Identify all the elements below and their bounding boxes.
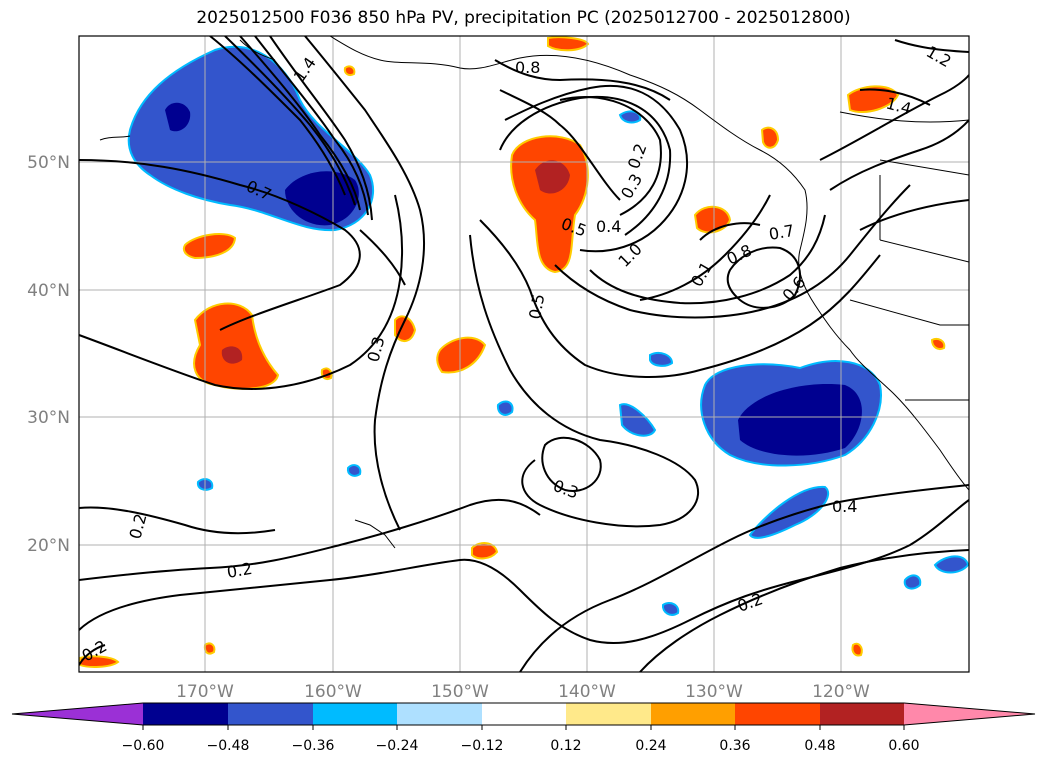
lat-label: 40°N bbox=[27, 281, 70, 301]
colorbar-tick-label: 0.60 bbox=[888, 738, 919, 754]
contour-label: 0.5 bbox=[525, 292, 548, 320]
colorbar-extend-low bbox=[12, 703, 143, 725]
pv-contours bbox=[79, 36, 969, 672]
lon-label: 120°W bbox=[812, 682, 870, 702]
coastlines bbox=[99, 36, 969, 549]
colorbar-segment bbox=[820, 703, 904, 725]
lat-label: 30°N bbox=[27, 408, 70, 428]
lon-label: 170°W bbox=[176, 682, 234, 702]
colorbar-segment bbox=[482, 703, 566, 725]
contour-label: 0.2 bbox=[225, 559, 253, 582]
colorbar: −0.60 −0.48 −0.36 −0.24 −0.12 0.12 0.24 … bbox=[11, 702, 1036, 754]
negative-precip-areas bbox=[127, 45, 969, 616]
lat-label: 20°N bbox=[27, 536, 70, 556]
colorbar-segment bbox=[651, 703, 735, 725]
colorbar-segment bbox=[566, 703, 651, 725]
contour-label: 0.7 bbox=[767, 221, 795, 244]
map-frame bbox=[78, 35, 970, 673]
lat-label: 50°N bbox=[27, 153, 70, 173]
colorbar-tick-label: 0.48 bbox=[804, 738, 835, 754]
colorbar-tick-label: −0.48 bbox=[207, 738, 250, 754]
latitude-labels: 50°N 40°N 30°N 20°N bbox=[27, 153, 70, 556]
graticule bbox=[79, 36, 969, 672]
lon-label: 150°W bbox=[431, 682, 489, 702]
lon-label: 140°W bbox=[558, 682, 616, 702]
colorbar-tick-label: −0.60 bbox=[122, 738, 165, 754]
colorbar-extend-high bbox=[904, 703, 1035, 725]
longitude-labels: 170°W 160°W 150°W 140°W 130°W 120°W bbox=[176, 682, 870, 702]
colorbar-tick-label: −0.12 bbox=[461, 738, 504, 754]
colorbar-segment bbox=[228, 703, 313, 725]
colorbar-segment bbox=[313, 703, 397, 725]
colorbar-tick-label: 0.24 bbox=[635, 738, 666, 754]
contour-label: 0.8 bbox=[515, 58, 540, 77]
colorbar-tick-label: −0.24 bbox=[376, 738, 419, 754]
lon-label: 160°W bbox=[304, 682, 362, 702]
colorbar-tick-label: 0.36 bbox=[719, 738, 750, 754]
colorbar-tick-label: 0.12 bbox=[550, 738, 581, 754]
colorbar-segment bbox=[735, 703, 820, 725]
colorbar-segment bbox=[397, 703, 482, 725]
colorbar-tick-label: −0.36 bbox=[292, 738, 335, 754]
map-title: 2025012500 F036 850 hPa PV, precipitatio… bbox=[196, 8, 851, 28]
lon-label: 130°W bbox=[685, 682, 743, 702]
map-canvas: 0.8 1.4 1.2 0.7 0.2 0.3 0.5 0.4 1.0 0.1 … bbox=[79, 36, 969, 672]
colorbar-segment bbox=[143, 703, 228, 725]
contour-label: 0.4 bbox=[832, 497, 857, 516]
contour-label: 0.4 bbox=[596, 217, 621, 236]
